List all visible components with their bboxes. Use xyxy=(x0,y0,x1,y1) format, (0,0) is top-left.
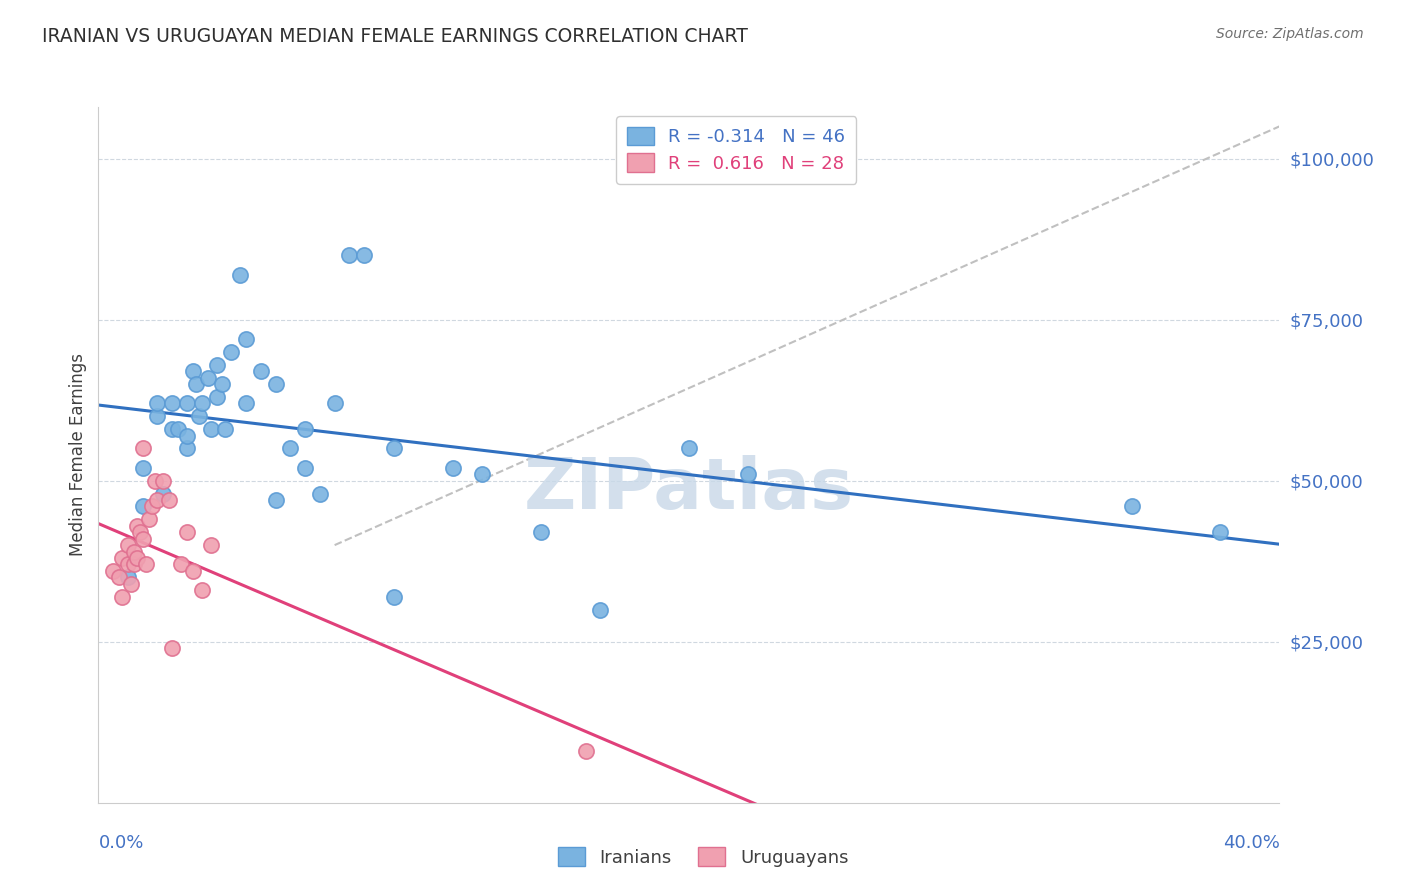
Text: IRANIAN VS URUGUAYAN MEDIAN FEMALE EARNINGS CORRELATION CHART: IRANIAN VS URUGUAYAN MEDIAN FEMALE EARNI… xyxy=(42,27,748,45)
Point xyxy=(382,590,405,604)
Point xyxy=(353,248,375,262)
Point xyxy=(135,558,157,572)
Text: 40.0%: 40.0% xyxy=(1223,834,1279,852)
Point xyxy=(219,344,242,359)
Point xyxy=(441,460,464,475)
Point xyxy=(187,409,209,424)
Point xyxy=(125,518,148,533)
Point xyxy=(132,460,155,475)
Point xyxy=(152,474,174,488)
Point xyxy=(125,551,148,566)
Point xyxy=(264,493,287,508)
Text: Source: ZipAtlas.com: Source: ZipAtlas.com xyxy=(1216,27,1364,41)
Point xyxy=(117,558,139,572)
Text: ZIPatlas: ZIPatlas xyxy=(524,455,853,524)
Point xyxy=(103,564,125,578)
Point xyxy=(117,538,139,552)
Point xyxy=(117,570,139,584)
Point xyxy=(181,564,204,578)
Point xyxy=(678,442,700,456)
Point xyxy=(141,500,163,514)
Y-axis label: Median Female Earnings: Median Female Earnings xyxy=(69,353,87,557)
Point xyxy=(176,525,198,540)
Point xyxy=(235,332,257,346)
Point xyxy=(191,396,214,410)
Point xyxy=(205,390,228,404)
Point xyxy=(138,512,160,526)
Point xyxy=(205,358,228,372)
Point xyxy=(167,422,190,436)
Point xyxy=(176,442,198,456)
Point xyxy=(323,396,346,410)
Point xyxy=(197,370,219,384)
Point xyxy=(229,268,252,282)
Point xyxy=(211,377,233,392)
Point xyxy=(294,460,316,475)
Point xyxy=(382,442,405,456)
Point xyxy=(737,467,759,482)
Point xyxy=(184,377,207,392)
Point xyxy=(339,248,360,262)
Point xyxy=(152,486,174,500)
Point xyxy=(143,474,166,488)
Point xyxy=(111,551,134,566)
Point xyxy=(170,558,193,572)
Point xyxy=(471,467,494,482)
Point xyxy=(157,493,180,508)
Point xyxy=(122,558,145,572)
Point xyxy=(146,493,169,508)
Text: 0.0%: 0.0% xyxy=(98,834,143,852)
Point xyxy=(530,525,553,540)
Point xyxy=(250,364,273,378)
Point xyxy=(146,409,169,424)
Point xyxy=(120,576,142,591)
Point xyxy=(146,396,169,410)
Legend: Iranians, Uruguayans: Iranians, Uruguayans xyxy=(550,840,856,874)
Point xyxy=(191,583,214,598)
Point xyxy=(111,590,134,604)
Point xyxy=(132,500,155,514)
Point xyxy=(294,422,316,436)
Point xyxy=(162,641,183,656)
Point xyxy=(132,532,155,546)
Point xyxy=(181,364,204,378)
Point xyxy=(235,396,257,410)
Point xyxy=(589,602,612,616)
Point xyxy=(162,396,183,410)
Point xyxy=(176,428,198,442)
Point xyxy=(200,538,222,552)
Point xyxy=(200,422,222,436)
Point xyxy=(162,422,183,436)
Point xyxy=(309,486,332,500)
Point xyxy=(132,442,155,456)
Point xyxy=(264,377,287,392)
Point xyxy=(214,422,236,436)
Point xyxy=(108,570,131,584)
Point xyxy=(574,744,596,758)
Point xyxy=(278,442,302,456)
Point xyxy=(1209,525,1232,540)
Point xyxy=(176,396,198,410)
Point xyxy=(1121,500,1143,514)
Legend: R = -0.314   N = 46, R =  0.616   N = 28: R = -0.314 N = 46, R = 0.616 N = 28 xyxy=(616,116,856,184)
Point xyxy=(122,544,145,558)
Point xyxy=(128,525,150,540)
